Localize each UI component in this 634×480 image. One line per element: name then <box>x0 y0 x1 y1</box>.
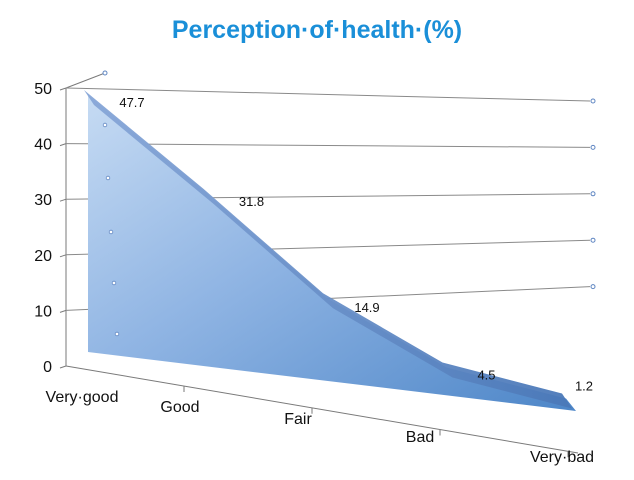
gridline-end-marker-3 <box>590 191 596 197</box>
wall-marker-0 <box>102 122 108 128</box>
y-tick-label-3: 30 <box>34 192 52 209</box>
wall-marker-3 <box>111 280 117 286</box>
gridline-4 <box>65 143 591 148</box>
gridline-end-marker-1 <box>590 284 596 290</box>
y-tick-mark-1 <box>59 309 67 313</box>
y-tick-mark-0 <box>59 365 67 369</box>
gridline-end-marker-4 <box>590 144 596 150</box>
y-tick-label-4: 40 <box>34 137 52 154</box>
y-tick-mark-2 <box>59 254 67 258</box>
gridline-5 <box>65 87 591 102</box>
depth-corner-marker <box>102 70 108 76</box>
data-label-0: 47.7 <box>119 95 144 110</box>
area-front-face <box>88 95 576 411</box>
y-tick-labels: 0 10 20 30 40 50 <box>34 81 52 376</box>
y-tick-label-0: 0 <box>43 359 52 376</box>
y-tick-label-5: 50 <box>34 81 52 98</box>
category-label-0: Very·good <box>46 389 119 406</box>
wall-marker-1 <box>105 175 111 181</box>
data-label-1: 31.8 <box>239 194 264 209</box>
gridline-end-marker-2 <box>590 237 596 243</box>
chart-title: Perception·of·health·(%) <box>171 16 463 44</box>
x-axis-line <box>65 365 579 454</box>
category-label-4: Very·bad <box>530 449 594 466</box>
area-series <box>84 90 576 411</box>
y-tick-mark-4 <box>59 143 67 147</box>
data-label-4: 1.2 <box>575 379 593 394</box>
category-label-2: Fair <box>284 411 312 428</box>
y-tick-label-2: 20 <box>34 248 52 265</box>
wall-marker-4 <box>114 331 120 337</box>
data-label-2: 14.9 <box>354 300 379 315</box>
y-tick-label-1: 10 <box>34 303 52 320</box>
data-labels: 47.7 31.8 14.9 4.5 1.2 <box>119 95 593 394</box>
y-tick-mark-5 <box>59 87 67 91</box>
depth-left-edge <box>65 72 106 89</box>
wall-marker-2 <box>108 229 114 235</box>
gridline-end-marker-5 <box>590 98 596 104</box>
category-label-3: Bad <box>406 429 434 446</box>
data-label-3: 4.5 <box>477 368 495 383</box>
category-labels: Very·good Good Fair Bad Very·bad <box>46 386 594 466</box>
y-tick-mark-3 <box>59 198 67 202</box>
category-label-1: Good <box>160 399 199 416</box>
